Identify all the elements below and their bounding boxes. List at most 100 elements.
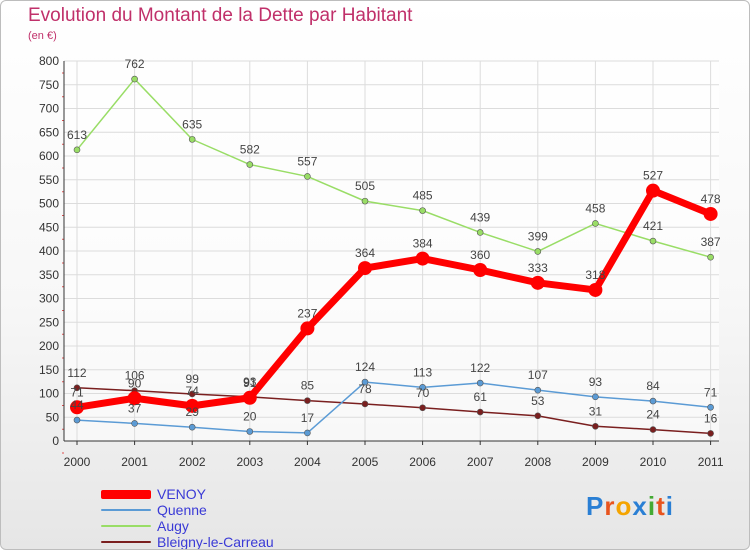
data-point-venoy [415,251,430,266]
data-label-quenne: 71 [704,385,718,399]
data-label-bleigny: 112 [67,366,86,380]
x-tick-label: 2009 [582,455,609,469]
data-point-bleigny [534,412,542,420]
series-line-augy [76,78,712,258]
data-point-quenne [476,379,484,387]
data-point-venoy [242,390,257,405]
data-label-augy: 613 [67,128,87,142]
logo-letter: r [604,491,616,521]
y-tick-label: 200 [39,339,59,353]
data-label-quenne: 93 [589,375,603,389]
data-label-venoy: 91 [243,376,257,390]
y-tick-label: 400 [39,244,59,258]
x-tick-label: 2004 [294,455,321,469]
data-point-quenne [649,397,657,405]
data-label-quenne: 122 [470,361,490,375]
legend-label-bleigny: Bleigny-le-Carreau [157,534,274,550]
data-label-augy: 399 [528,229,548,243]
data-point-augy [73,146,81,154]
data-point-augy [188,136,196,143]
data-label-quenne: 44 [70,398,84,412]
x-tick-label: 2005 [352,455,379,469]
y-tick-label: 350 [39,268,59,282]
data-point-augy [419,207,426,214]
y-tick-label: 650 [39,125,59,139]
data-point-venoy [185,398,200,413]
data-point-quenne [73,416,81,424]
data-point-augy [304,173,311,180]
data-point-bleigny [304,397,311,404]
data-label-quenne: 107 [528,368,548,382]
chart-subtitle: (en €) [28,30,57,42]
y-tick-label: 250 [39,315,59,329]
data-point-augy [131,75,138,83]
data-point-quenne [361,378,369,386]
data-label-augy: 458 [585,201,605,215]
logo-letter: x [632,491,648,521]
data-label-bleigny: 31 [589,404,603,418]
data-point-quenne [419,384,426,391]
data-label-venoy: 364 [355,246,375,260]
data-point-bleigny [188,390,196,398]
data-point-augy [361,197,369,205]
y-tick-label: 700 [39,102,59,116]
data-point-bleigny [419,404,426,412]
data-point-augy [707,253,714,261]
data-label-augy: 557 [297,154,317,168]
data-label-quenne: 20 [243,410,257,424]
x-tick-label: 2010 [640,455,667,469]
y-tick-label: 0 [52,434,59,448]
logo-letter: o [615,491,633,521]
data-point-venoy [646,183,660,198]
y-tick-label: 100 [39,387,59,401]
y-tick-label: 800 [39,54,59,68]
data-point-venoy [70,400,84,415]
x-tick-label: 2007 [467,455,494,469]
legend-swatch-bleigny [101,541,151,543]
data-label-bleigny: 70 [416,386,430,400]
data-label-venoy: 74 [186,384,200,398]
data-point-venoy [127,391,142,406]
chart-title: Evolution du Montant de la Dette par Hab… [28,5,413,26]
data-label-quenne: 29 [186,405,200,419]
logo-letter: P [586,491,605,521]
x-tick-label: 2002 [179,455,206,469]
data-point-venoy [588,282,603,297]
data-point-bleigny [707,430,714,437]
x-tick-label: 2000 [64,455,91,469]
x-tick-label: 2008 [524,455,551,469]
proxiti-logo: Proxiti [586,491,674,522]
data-label-augy: 439 [470,210,490,224]
logo-letter: i [647,491,657,521]
data-point-venoy [300,321,315,336]
data-point-bleigny [73,384,81,392]
data-label-augy: 762 [125,57,145,71]
legend-swatch-venoy [101,489,151,499]
data-label-quenne: 113 [413,365,432,379]
series-line-venoy [73,187,715,411]
data-label-venoy: 527 [643,169,663,183]
legend-item-augy: Augy [101,518,274,534]
data-label-venoy: 71 [70,385,84,399]
data-point-quenne [534,386,542,394]
data-label-quenne: 17 [301,411,315,425]
y-tick-label: 600 [39,149,59,163]
data-point-bleigny [592,422,599,430]
data-label-bleigny: 53 [531,394,545,408]
data-point-augy [649,237,657,245]
data-point-augy [476,229,484,236]
legend-swatch-augy [101,525,151,527]
data-point-quenne [246,428,254,435]
data-label-bleigny: 85 [301,379,315,393]
data-point-quenne [304,429,311,437]
legend-item-bleigny: Bleigny-le-Carreau [101,534,274,550]
data-label-augy: 635 [182,117,202,131]
logo-letter: i [665,491,674,521]
data-label-bleigny: 93 [243,375,257,389]
data-label-quenne: 84 [646,379,660,393]
x-tick-label: 2011 [698,455,724,469]
data-label-venoy: 478 [701,192,721,206]
data-label-venoy: 384 [413,237,433,251]
x-tick-label: 2001 [121,455,148,469]
data-label-bleigny: 78 [358,382,372,396]
